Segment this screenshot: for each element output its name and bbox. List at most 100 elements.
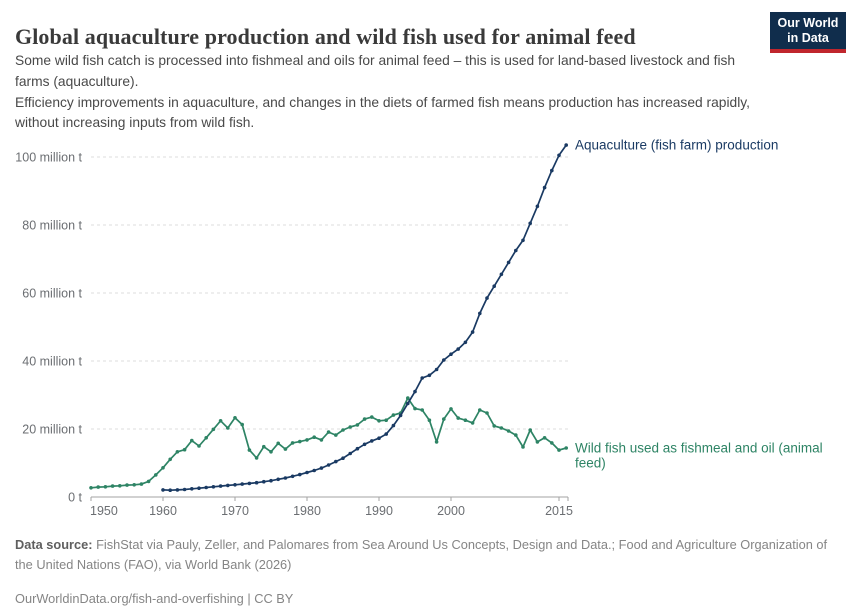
series-point-fishmeal: [226, 426, 230, 430]
series-point-aquaculture: [226, 483, 230, 488]
series-point-aquaculture: [211, 485, 216, 489]
series-point-fishmeal: [550, 441, 554, 445]
series-point-fishmeal: [449, 407, 453, 411]
series-point-fishmeal: [427, 418, 432, 423]
series-point-aquaculture: [298, 472, 302, 477]
series-point-aquaculture: [197, 486, 201, 491]
series-point-aquaculture: [233, 483, 237, 487]
series-point-aquaculture: [506, 260, 511, 265]
series-line-fishmeal: [90, 397, 568, 489]
series-point-aquaculture: [269, 478, 273, 483]
series-point-fishmeal: [103, 485, 108, 489]
series-point-aquaculture: [514, 248, 518, 253]
series-point-aquaculture: [442, 358, 446, 362]
x-axis-label: 1950: [90, 504, 118, 518]
series-point-fishmeal: [276, 441, 281, 446]
chart-subtitle: Some wild fish catch is processed into f…: [15, 51, 760, 134]
page-title: Global aquaculture production and wild f…: [15, 23, 636, 49]
series-point-aquaculture: [470, 330, 475, 334]
series-point-fishmeal: [557, 448, 561, 452]
series-point-fishmeal: [442, 417, 446, 421]
series-point-fishmeal: [420, 408, 425, 412]
series-point-aquaculture: [398, 413, 403, 418]
series-point-aquaculture: [326, 463, 331, 467]
y-axis-label: 80 million t: [22, 219, 82, 233]
series-line-aquaculture: [162, 144, 568, 492]
series-point-fishmeal: [470, 421, 475, 425]
series-point-fishmeal: [463, 418, 468, 423]
series-point-aquaculture: [370, 439, 374, 443]
series-point-fishmeal: [326, 430, 331, 434]
data-source-text: FishStat via Pauly, Zeller, and Palomare…: [15, 537, 828, 572]
series-point-fishmeal: [478, 408, 482, 412]
y-axis-label: 0 t: [68, 491, 82, 505]
series-point-fishmeal: [290, 441, 295, 445]
series-point-fishmeal: [139, 482, 144, 486]
data-source-line: Data source: FishStat via Pauly, Zeller,…: [15, 535, 843, 574]
chart-footer: Data source: FishStat via Pauly, Zeller,…: [15, 535, 843, 606]
series-point-fishmeal: [182, 447, 187, 452]
owid-logo-line2: in Data: [787, 30, 829, 45]
series-point-aquaculture: [420, 376, 425, 380]
series-point-fishmeal: [269, 450, 273, 454]
x-axis-label: 1990: [365, 504, 393, 518]
series-point-aquaculture: [204, 485, 208, 490]
series-point-fishmeal: [492, 424, 497, 428]
series-point-fishmeal: [521, 445, 525, 449]
series-point-fishmeal: [132, 483, 136, 487]
footer-url: OurWorldinData.org/fish-and-overfishing: [15, 590, 244, 606]
x-axis-label: 1970: [221, 504, 249, 518]
series-point-aquaculture: [384, 432, 389, 436]
series-point-aquaculture: [463, 340, 468, 345]
series-point-fishmeal: [542, 436, 547, 440]
series-point-fishmeal: [334, 433, 338, 437]
owid-logo-line1: Our World: [777, 15, 839, 30]
series-point-fishmeal: [283, 447, 288, 451]
series-point-aquaculture: [276, 477, 281, 482]
series-point-aquaculture: [348, 451, 353, 456]
subtitle-paragraph-2: Efficiency improvements in aquaculture, …: [15, 94, 750, 131]
series-point-fishmeal: [118, 484, 122, 488]
series-point-fishmeal: [161, 466, 165, 470]
owid-logo: Our World in Data: [770, 12, 846, 53]
series-point-aquaculture: [542, 185, 547, 190]
series-label-line: feed): [575, 456, 606, 471]
series-point-aquaculture: [312, 468, 317, 473]
series-point-fishmeal: [168, 457, 172, 462]
series-point-fishmeal: [341, 428, 345, 432]
series-point-fishmeal: [528, 428, 532, 432]
y-axis-label: 100 million t: [15, 151, 82, 165]
series-point-fishmeal: [499, 426, 504, 430]
series-point-fishmeal: [204, 436, 208, 440]
series-point-fishmeal: [370, 415, 374, 419]
series-point-fishmeal: [218, 419, 223, 423]
series-point-aquaculture: [492, 284, 497, 288]
x-axis-label: 1960: [149, 504, 177, 518]
series-point-aquaculture: [190, 487, 194, 491]
series-point-fishmeal: [254, 456, 259, 460]
series-point-aquaculture: [283, 476, 288, 480]
series-point-aquaculture: [377, 436, 381, 441]
subtitle-paragraph-1: Some wild fish catch is processed into f…: [15, 53, 736, 89]
series-point-aquaculture: [391, 423, 396, 428]
series-point-fishmeal: [247, 448, 252, 452]
series-point-fishmeal: [240, 422, 244, 427]
series-point-aquaculture: [478, 311, 482, 316]
series-point-aquaculture: [362, 442, 367, 447]
series-point-aquaculture: [499, 272, 504, 277]
footer-separator: |: [243, 590, 255, 606]
series-point-aquaculture: [521, 238, 525, 243]
series-point-fishmeal: [89, 486, 93, 490]
series-point-fishmeal: [348, 425, 353, 429]
series-point-aquaculture: [182, 487, 187, 492]
series-point-fishmeal: [197, 444, 201, 448]
series-point-aquaculture: [254, 480, 259, 485]
series-point-fishmeal: [564, 446, 568, 450]
series-point-aquaculture: [427, 373, 432, 378]
chart-svg: 0 t 20 million t 40 million t 60 million t 8…: [15, 138, 822, 518]
series-point-aquaculture: [449, 352, 453, 356]
series-point-fishmeal: [391, 413, 396, 417]
series-point-aquaculture: [355, 446, 360, 451]
series-point-aquaculture: [557, 153, 561, 158]
series-point-fishmeal: [298, 439, 302, 444]
